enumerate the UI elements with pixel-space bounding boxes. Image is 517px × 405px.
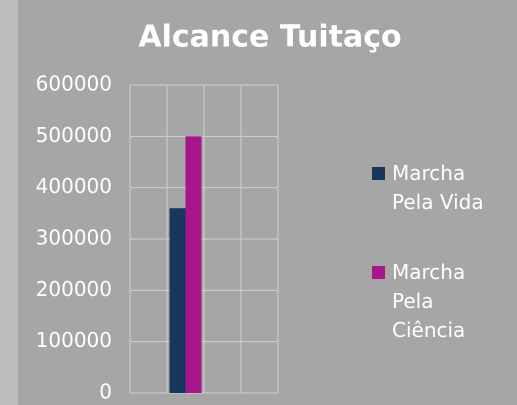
y-tick-label: 200000 — [36, 277, 112, 301]
y-tick-label: 0 — [99, 380, 112, 404]
legend-label: Marcha Pela Vida — [392, 161, 484, 214]
legend-swatch — [372, 266, 385, 279]
bar — [169, 208, 186, 393]
y-tick-label: 100000 — [36, 328, 112, 352]
y-tick-label: 500000 — [36, 123, 112, 147]
legend-swatch — [372, 167, 385, 180]
chart-title: Alcance Tuitaço — [138, 20, 401, 55]
y-tick-label: 400000 — [36, 174, 112, 198]
chart-background — [18, 0, 517, 405]
legend-label: Marcha Pela Ciência — [392, 260, 466, 342]
y-tick-label: 600000 — [36, 72, 112, 96]
y-tick-label: 300000 — [36, 226, 112, 250]
bar — [185, 136, 202, 394]
